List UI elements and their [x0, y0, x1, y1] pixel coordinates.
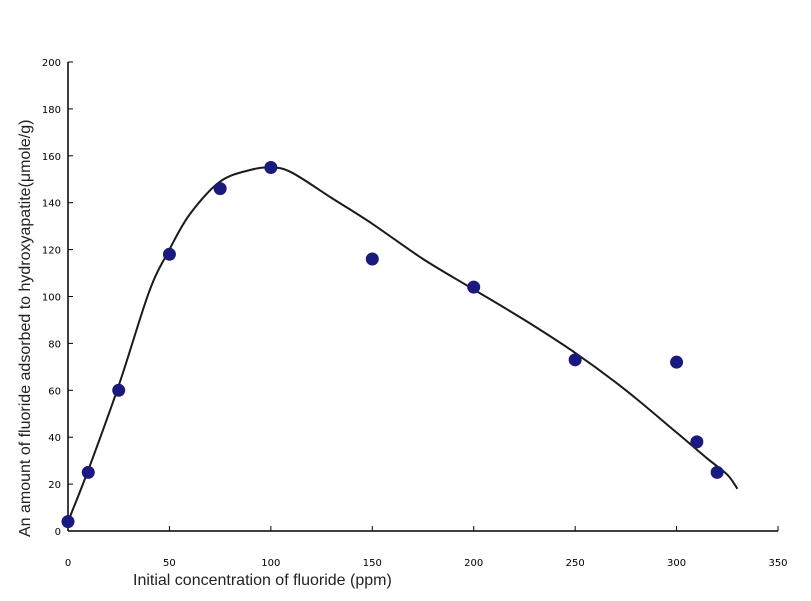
x-axis-title: Initial concentration of fluoride (ppm) [133, 572, 392, 589]
x-tick-label: 250 [566, 558, 585, 569]
x-ticks: 0 50 100 150 200 250 300 350 [65, 526, 788, 569]
y-tick-label: 140 [42, 199, 61, 210]
data-point [213, 182, 227, 196]
data-point [264, 161, 278, 175]
data-point [112, 383, 126, 397]
y-tick-label: 0 [55, 527, 61, 538]
y-tick-label: 120 [42, 246, 61, 257]
x-tick-label: 0 [65, 558, 71, 569]
data-point [568, 353, 582, 367]
data-point [61, 515, 75, 529]
y-tick-label: 180 [42, 105, 61, 116]
data-point [365, 252, 379, 266]
y-tick-label: 100 [42, 293, 61, 304]
y-tick-label: 80 [48, 339, 61, 350]
data-point [162, 247, 176, 261]
data-point [670, 355, 684, 369]
y-ticks: 0 20 40 60 80 100 120 140 160 180 200 [42, 58, 73, 538]
x-tick-label: 350 [768, 558, 787, 569]
y-tick-label: 200 [42, 58, 61, 69]
y-tick-label: 60 [48, 386, 61, 397]
x-tick-label: 50 [163, 558, 176, 569]
data-point [81, 465, 95, 479]
data-point [690, 435, 704, 449]
x-tick-label: 200 [464, 558, 483, 569]
y-tick-label: 40 [48, 433, 61, 444]
y-tick-label: 20 [48, 480, 61, 491]
y-axis-title: An amount of fluoride adsorbed to hydrox… [17, 120, 34, 537]
x-tick-label: 150 [363, 558, 382, 569]
data-points [61, 161, 724, 529]
x-tick-label: 100 [261, 558, 280, 569]
y-tick-label: 160 [42, 152, 61, 163]
fit-curve [67, 166, 739, 522]
data-point [467, 280, 481, 294]
data-point [710, 465, 724, 479]
x-tick-label: 300 [667, 558, 686, 569]
axes [67, 62, 778, 532]
